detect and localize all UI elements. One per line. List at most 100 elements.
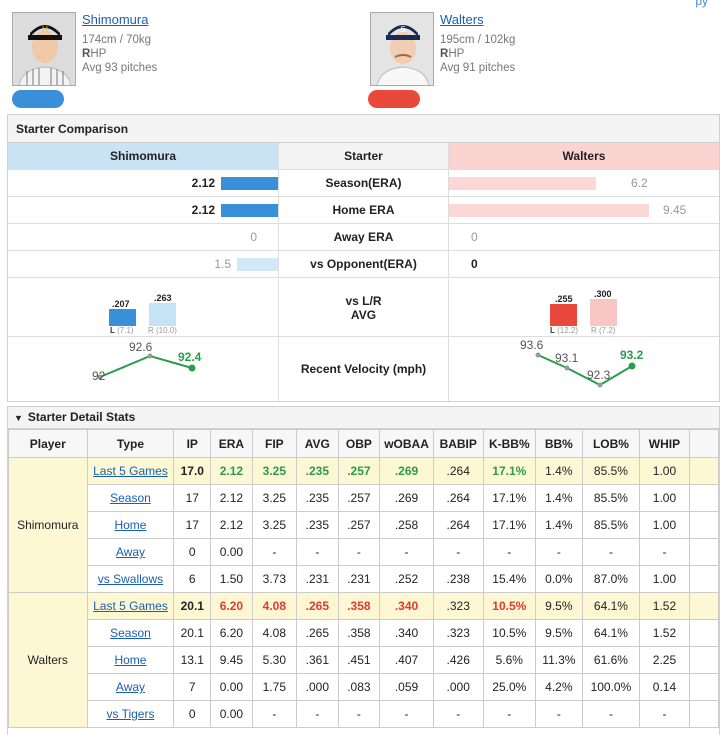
stat-cell: 9.5% bbox=[535, 592, 583, 620]
comparison-row-lr-avg: .207 L (7.1) .263 R (10.0) vs L/R AVG .25… bbox=[8, 279, 719, 337]
column-header: ERA bbox=[210, 429, 253, 458]
stat-cell: .000 bbox=[296, 673, 339, 701]
stat-cell: 17 bbox=[173, 511, 212, 539]
stat-cell: 4.08 bbox=[251, 619, 298, 647]
stat-cell: 1.75 bbox=[251, 673, 298, 701]
stat-cell: 15.4% bbox=[482, 565, 537, 593]
type-link[interactable]: Season bbox=[110, 491, 151, 505]
velocity-right-3: 92.3 bbox=[587, 368, 611, 382]
stat-cell: 1.4% bbox=[535, 511, 583, 539]
stat-cell: .264 bbox=[432, 511, 484, 539]
overflow-cell bbox=[688, 565, 719, 593]
stat-cell: 3.25 bbox=[251, 457, 298, 485]
comparison-row-label: Season(ERA) bbox=[278, 170, 449, 196]
starter-detail-panel: ▼ Starter Detail Stats Player Type IP ERA FIP… bbox=[7, 406, 720, 735]
stat-cell: .264 bbox=[432, 457, 484, 485]
stat-cell: 100.0% bbox=[581, 673, 641, 701]
stat-cell: 17.1% bbox=[482, 457, 537, 485]
stat-cell: 1.4% bbox=[535, 457, 583, 485]
lr-right-L-bar bbox=[550, 304, 577, 326]
player2-position: RHP bbox=[440, 48, 465, 60]
type-link[interactable]: vs Swallows bbox=[97, 572, 164, 586]
stat-cell: - bbox=[379, 538, 434, 566]
velocity-right-4: 93.2 bbox=[620, 348, 644, 362]
type-link[interactable]: Season bbox=[110, 626, 151, 640]
stat-cell: 0 bbox=[173, 538, 212, 566]
overflow-cell bbox=[688, 700, 719, 728]
stat-cell: 20.1 bbox=[173, 592, 212, 620]
lr-avg-label: vs L/R AVG bbox=[278, 279, 449, 336]
column-header-overflow bbox=[688, 429, 719, 458]
stat-cell: .451 bbox=[337, 646, 381, 674]
stat-cell: 1.52 bbox=[639, 619, 690, 647]
triangle-down-icon: ▼ bbox=[14, 413, 23, 423]
stat-cell: .238 bbox=[432, 565, 484, 593]
type-link[interactable]: Away bbox=[115, 680, 146, 694]
comparison-row: 2.12 Home ERA 9.45 bbox=[8, 197, 719, 224]
overflow-cell bbox=[688, 538, 719, 566]
player1-photo: H bbox=[12, 12, 76, 86]
velocity-label: Recent Velocity (mph) bbox=[278, 337, 449, 401]
comparison-col-right: Walters bbox=[449, 143, 719, 169]
comparison-left-cell: 0 bbox=[8, 224, 278, 250]
comparison-right-value: 0 bbox=[471, 257, 478, 271]
stat-cell: - bbox=[581, 700, 641, 728]
velocity-right: 93.6 93.1 92.3 93.2 bbox=[449, 337, 719, 401]
player1-name-link[interactable]: Shimomura bbox=[82, 12, 149, 27]
type-link[interactable]: Home bbox=[114, 518, 147, 532]
overflow-cell bbox=[688, 457, 719, 485]
stat-cell: 10.5% bbox=[482, 592, 537, 620]
stat-cell: 1.00 bbox=[639, 457, 690, 485]
stat-cell: 0.0% bbox=[535, 565, 583, 593]
stat-cell: .257 bbox=[337, 457, 381, 485]
type-link[interactable]: Away bbox=[115, 545, 146, 559]
overflow-cell bbox=[688, 646, 719, 674]
stat-cell: 0.00 bbox=[210, 673, 253, 701]
stat-cell: 64.1% bbox=[581, 619, 641, 647]
column-header: BB% bbox=[535, 429, 583, 458]
comparison-left-cell: 2.12 bbox=[8, 197, 278, 223]
stat-cell: 1.00 bbox=[639, 565, 690, 593]
velocity-right-1: 93.6 bbox=[520, 338, 544, 352]
stat-cell: 0.14 bbox=[639, 673, 690, 701]
stat-cell: 3.25 bbox=[251, 511, 298, 539]
stat-cell: 64.1% bbox=[581, 592, 641, 620]
player1-size: 174cm / 70kg bbox=[82, 34, 152, 46]
stat-cell: 6.20 bbox=[210, 592, 253, 620]
column-header: IP bbox=[173, 429, 212, 458]
comparison-left-cell: 2.12 bbox=[8, 170, 278, 196]
top-link[interactable]: py bbox=[695, 0, 708, 8]
type-cell: Home bbox=[86, 511, 175, 539]
stat-cell: .264 bbox=[432, 484, 484, 512]
stat-cell: 87.0% bbox=[581, 565, 641, 593]
stat-cell: 0.00 bbox=[210, 538, 253, 566]
type-link[interactable]: Home bbox=[114, 653, 147, 667]
comparison-left-value: 1.5 bbox=[214, 257, 231, 271]
starter-detail-header[interactable]: ▼ Starter Detail Stats bbox=[8, 407, 719, 429]
comparison-row: 0 Away ERA 0 bbox=[8, 224, 719, 251]
player2-size: 195cm / 102kg bbox=[440, 34, 516, 46]
overflow-cell bbox=[688, 511, 719, 539]
stat-cell: 10.5% bbox=[482, 619, 537, 647]
player2-name-link[interactable]: Walters bbox=[440, 12, 484, 27]
table-row: Walters Last 5 Games 20.1 6.20 4.08.265.358.… bbox=[8, 592, 719, 728]
starter-comparison-panel: Starter Comparison Shimomura Starter Wal… bbox=[7, 114, 720, 402]
comparison-right-cell: 9.45 bbox=[449, 197, 719, 223]
type-link[interactable]: vs Tigers bbox=[106, 707, 155, 721]
stat-cell: - bbox=[251, 700, 298, 728]
stat-cell: - bbox=[379, 700, 434, 728]
type-link[interactable]: Last 5 Games bbox=[93, 464, 168, 478]
stat-cell: 13.1 bbox=[173, 646, 212, 674]
stat-cell: .252 bbox=[379, 565, 434, 593]
detail-stats-table: Player Type IP ERA FIP AVG OBP wOBAA BABIP K-BB% B… bbox=[8, 429, 719, 728]
comparison-right-cell: 0 bbox=[449, 251, 719, 277]
stat-cell: 6 bbox=[173, 565, 212, 593]
type-link[interactable]: Last 5 Games bbox=[93, 599, 168, 613]
velocity-left-1: 92 bbox=[92, 369, 106, 383]
lr-avg-left: .207 L (7.1) .263 R (10.0) bbox=[109, 293, 177, 335]
velocity-left: 92 92.6 92.4 bbox=[8, 337, 278, 401]
stat-cell: 1.4% bbox=[535, 484, 583, 512]
type-cell: Season bbox=[86, 619, 175, 647]
column-header: wOBAA bbox=[379, 429, 434, 458]
starter-comparison-title: Starter Comparison bbox=[8, 115, 719, 143]
